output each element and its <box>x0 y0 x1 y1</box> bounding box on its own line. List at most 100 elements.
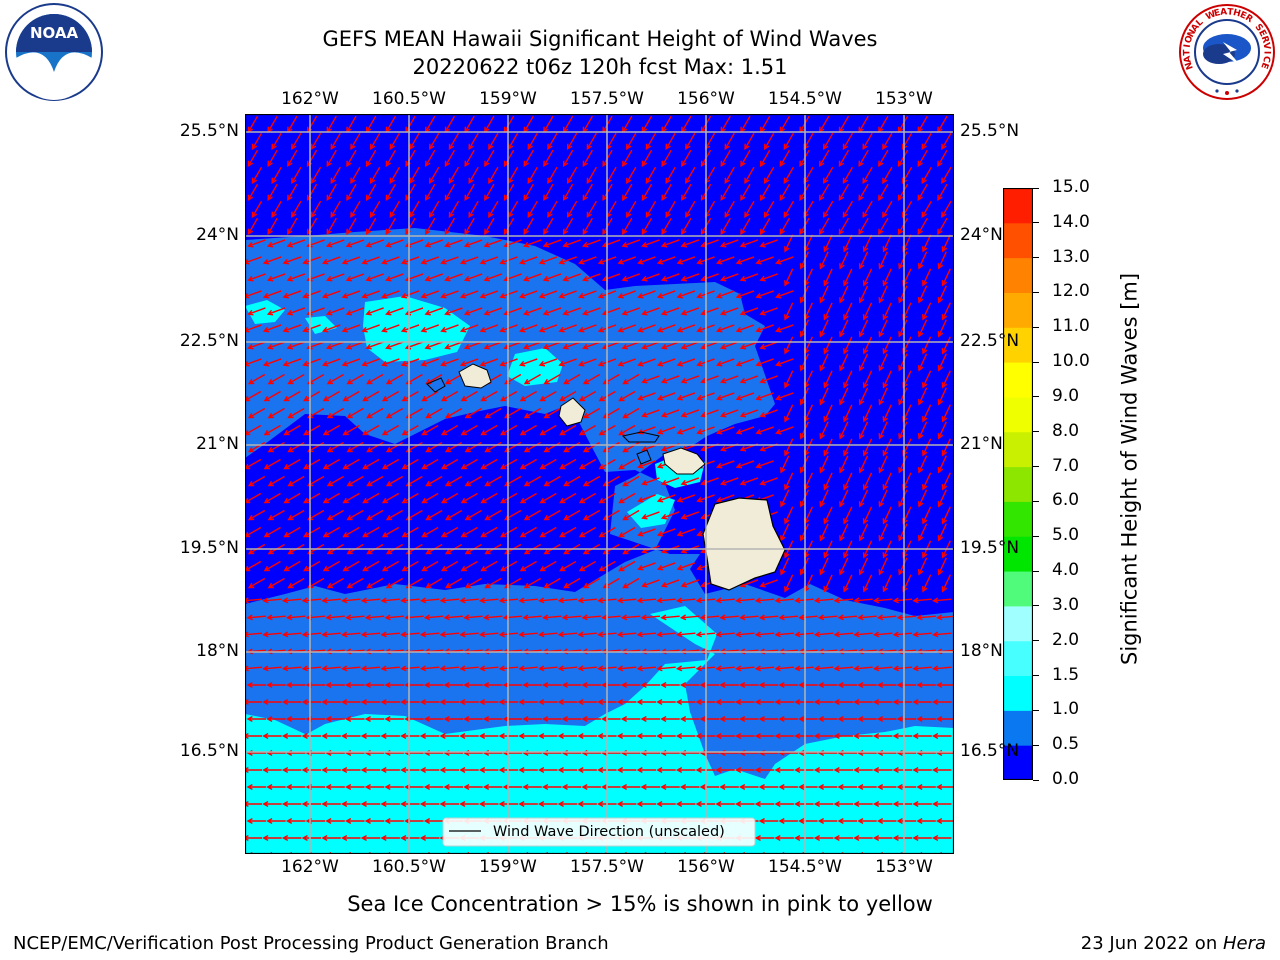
wind-arrow <box>862 404 873 423</box>
colorbar-tick-mark <box>1033 291 1039 293</box>
wind-arrow <box>380 732 400 740</box>
wind-arrow <box>780 557 790 576</box>
wind-arrow <box>365 239 384 248</box>
wind-arrow <box>345 614 365 621</box>
wind-arrow <box>857 715 877 723</box>
wind-arrow <box>341 665 361 672</box>
wind-arrow <box>620 681 641 689</box>
wind-arrow <box>941 404 951 423</box>
wind-arrow <box>543 441 561 453</box>
colorbar-tick-mark <box>1033 570 1039 572</box>
wind-arrow <box>478 732 499 740</box>
wind-arrow <box>637 256 656 265</box>
wind-arrow <box>360 597 381 604</box>
wind-arrow <box>833 800 853 808</box>
wind-arrow <box>921 506 932 525</box>
wind-arrow <box>321 766 341 774</box>
wind-arrow <box>523 183 534 202</box>
wind-arrow <box>247 441 266 453</box>
wind-arrow <box>735 665 755 672</box>
lat-label-right: 22.5°N <box>960 331 1020 351</box>
wind-arrow <box>858 183 869 202</box>
wind-arrow <box>547 132 558 151</box>
wind-arrow <box>853 766 873 774</box>
wind-arrow <box>637 562 656 571</box>
wind-arrow <box>448 200 460 219</box>
wind-arrow <box>523 475 541 487</box>
wind-arrow <box>523 509 541 521</box>
wind-arrow <box>798 715 818 723</box>
wind-arrow <box>542 783 562 791</box>
wind-arrow <box>912 597 932 604</box>
wind-arrow <box>660 681 680 689</box>
wind-arrow <box>912 665 932 672</box>
wind-arrow <box>862 302 873 321</box>
wind-arrow <box>774 631 794 638</box>
wind-arrow <box>621 307 640 316</box>
legend-box: Wind Wave Direction (unscaled) <box>442 817 756 847</box>
wind-arrow <box>464 509 482 521</box>
wind-arrow <box>345 239 365 248</box>
colorbar-segment <box>1003 536 1033 572</box>
wind-arrow <box>321 256 341 265</box>
wind-arrow <box>735 392 755 401</box>
wind-arrow <box>262 800 282 808</box>
wind-arrow <box>759 217 771 236</box>
wind-arrow <box>715 766 735 774</box>
colorbar-segment <box>1003 466 1033 502</box>
wind-arrow <box>519 458 537 470</box>
wind-arrow <box>267 217 278 236</box>
wind-arrow <box>937 523 947 542</box>
svg-text:R: R <box>1243 13 1254 25</box>
wind-arrow <box>656 562 676 571</box>
wind-arrow <box>538 631 558 638</box>
wind-arrow <box>483 273 503 282</box>
wind-arrow <box>366 509 384 521</box>
wind-arrow <box>622 407 640 419</box>
wind-arrow <box>480 492 498 504</box>
wind-arrow <box>523 373 541 385</box>
wind-arrow <box>463 783 483 791</box>
wind-arrow <box>346 577 364 589</box>
wind-arrow <box>502 681 523 689</box>
wind-arrow <box>463 341 483 350</box>
wind-arrow <box>813 766 834 774</box>
wind-arrow <box>823 506 833 525</box>
wind-arrow <box>460 458 478 470</box>
wind-arrow <box>425 509 443 521</box>
wind-arrow <box>719 273 739 282</box>
wind-arrow <box>385 183 397 202</box>
wind-arrow <box>819 489 829 508</box>
wind-arrow <box>563 441 581 453</box>
wind-arrow <box>621 273 640 282</box>
wind-arrow <box>857 817 877 825</box>
wind-arrow <box>582 273 601 282</box>
wind-arrow <box>488 200 499 219</box>
wind-arrow <box>361 256 380 265</box>
wind-arrow <box>283 560 301 572</box>
wind-arrow <box>519 526 537 538</box>
wind-arrow <box>538 324 558 333</box>
wind-arrow <box>543 509 561 521</box>
colorbar-segment <box>1003 222 1033 259</box>
colorbar-tick-mark <box>1033 605 1039 607</box>
colorbar-tick-label: 13.0 <box>1052 246 1090 267</box>
wind-arrow <box>839 523 849 542</box>
lon-label-top: 162°W <box>281 89 339 109</box>
wind-arrow <box>419 800 440 808</box>
wind-arrow <box>483 307 503 316</box>
wind-arrow <box>345 681 365 689</box>
wind-arrow <box>326 217 337 236</box>
wind-arrow <box>262 698 282 706</box>
wind-arrow <box>488 166 499 185</box>
wind-arrow <box>421 390 439 402</box>
wind-arrow <box>263 390 281 402</box>
wind-arrow <box>400 290 420 299</box>
wind-arrow <box>660 783 680 791</box>
colorbar-segment <box>1003 501 1033 537</box>
wind-arrow <box>500 560 518 572</box>
wind-arrow <box>322 458 340 470</box>
wind-arrow <box>813 698 834 706</box>
wind-arrow <box>266 715 286 723</box>
